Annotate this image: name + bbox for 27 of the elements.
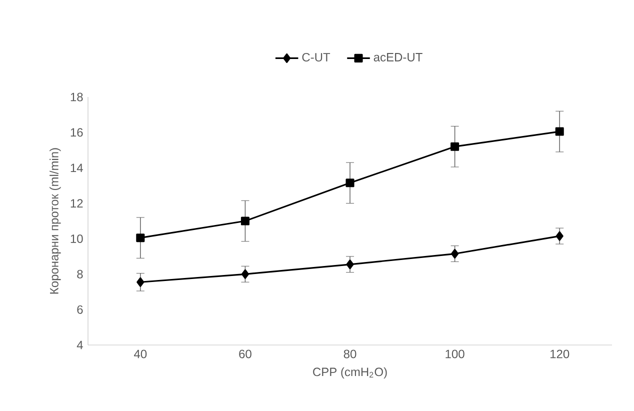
y-tick-label: 8 [77,270,83,278]
x-tick-label: 80 [344,350,356,358]
y-axis-title: Коронарни проток (ml/min) [50,148,61,294]
point [136,234,145,242]
point [136,277,144,287]
y-tick-label: 12 [70,199,83,208]
point [556,231,564,241]
x-tick-label: 40 [134,350,147,358]
point [450,142,460,151]
point [241,269,250,279]
legend-label: acED-UT [374,53,422,62]
y-tick-label: 18 [70,92,83,102]
x-tick-label: 60 [239,350,252,358]
y-tick-label: 10 [70,234,83,243]
point [346,178,354,188]
point [451,248,459,259]
y-tick-label: 16 [70,128,83,137]
y-tick-label: 4 [76,340,83,350]
y-tick-label: 14 [70,164,83,172]
point [555,127,564,136]
point [240,216,250,226]
x-tick-label: 120 [550,350,570,358]
x-axis-title: CPP (cmH$_{2}$O) [313,367,387,379]
y-tick-label: 6 [77,305,83,314]
legend-label: C-UT [302,52,330,62]
x-tick-label: 100 [446,350,464,358]
point [346,260,354,270]
